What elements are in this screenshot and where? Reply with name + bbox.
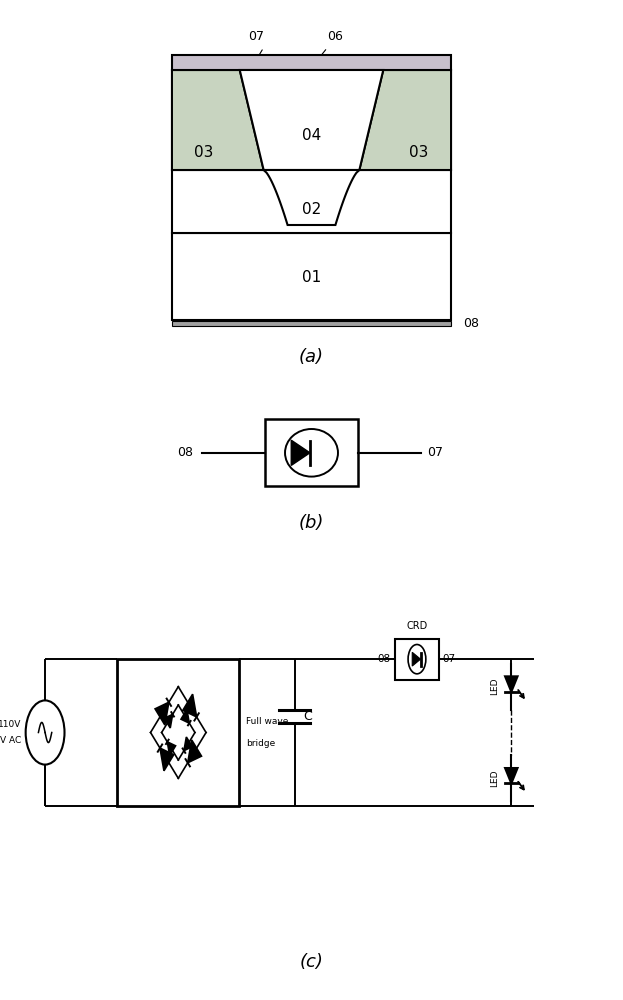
Text: Full wave: Full wave bbox=[246, 717, 288, 726]
Text: LED: LED bbox=[490, 770, 499, 787]
Text: 07: 07 bbox=[442, 654, 455, 664]
Text: bridge: bridge bbox=[246, 739, 275, 748]
Text: 08: 08 bbox=[177, 446, 193, 459]
Bar bbox=[172, 170, 451, 232]
Bar bbox=[172, 321, 451, 326]
Circle shape bbox=[285, 429, 338, 477]
Bar bbox=[172, 232, 451, 320]
Polygon shape bbox=[168, 742, 176, 755]
Polygon shape bbox=[164, 714, 173, 728]
Text: 110V: 110V bbox=[0, 720, 21, 729]
Bar bbox=[117, 659, 239, 806]
Text: 03: 03 bbox=[409, 145, 429, 160]
Polygon shape bbox=[160, 748, 174, 771]
Text: 04: 04 bbox=[302, 127, 321, 142]
Polygon shape bbox=[184, 737, 193, 751]
Polygon shape bbox=[359, 70, 451, 170]
Polygon shape bbox=[291, 440, 310, 465]
Text: 03: 03 bbox=[194, 145, 214, 160]
Text: 06: 06 bbox=[328, 29, 343, 42]
Polygon shape bbox=[505, 768, 518, 783]
Polygon shape bbox=[240, 70, 383, 170]
Text: (b): (b) bbox=[299, 514, 324, 532]
Text: 220V AC: 220V AC bbox=[0, 736, 21, 745]
Polygon shape bbox=[264, 170, 359, 225]
Bar bbox=[172, 55, 451, 70]
Polygon shape bbox=[412, 652, 421, 666]
Polygon shape bbox=[188, 740, 201, 763]
Text: 07: 07 bbox=[427, 446, 443, 459]
Bar bbox=[265, 419, 358, 486]
Text: LED: LED bbox=[490, 678, 499, 695]
Polygon shape bbox=[172, 70, 264, 170]
Bar bbox=[395, 639, 439, 680]
Text: CRD: CRD bbox=[406, 621, 427, 631]
Text: 02: 02 bbox=[302, 202, 321, 218]
Text: (a): (a) bbox=[299, 348, 324, 365]
Text: C: C bbox=[303, 710, 312, 722]
Polygon shape bbox=[155, 702, 169, 725]
Text: 01: 01 bbox=[302, 270, 321, 285]
Polygon shape bbox=[183, 694, 197, 717]
Polygon shape bbox=[181, 710, 189, 723]
Circle shape bbox=[26, 700, 65, 765]
Circle shape bbox=[408, 645, 426, 674]
Text: 08: 08 bbox=[463, 317, 479, 330]
Text: (c): (c) bbox=[300, 953, 323, 971]
Text: 08: 08 bbox=[377, 654, 391, 664]
Polygon shape bbox=[505, 676, 518, 692]
Text: 07: 07 bbox=[248, 29, 264, 42]
